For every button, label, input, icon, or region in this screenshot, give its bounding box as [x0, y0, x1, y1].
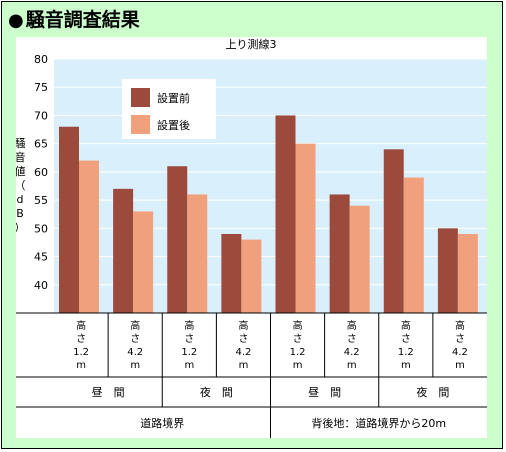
height-label: さ [184, 333, 194, 345]
height-label: m [347, 360, 357, 371]
height-label: 高 [293, 319, 303, 332]
height-label: m [76, 360, 86, 371]
bar [59, 126, 79, 313]
height-label: 高 [401, 319, 411, 332]
height-label: m [455, 360, 465, 371]
bar [437, 228, 458, 313]
chart-panel: 上り測線3 404550556065707580騒音値（dB）設置前設置後高さ1… [15, 37, 487, 438]
height-label: m [401, 360, 411, 371]
y-tick-label: 55 [34, 194, 48, 207]
bar-chart: 上り測線3 404550556065707580騒音値（dB）設置前設置後高さ1… [15, 37, 487, 438]
height-label: 4.2 [127, 347, 143, 358]
height-label: 1.2 [398, 347, 414, 358]
time-label: 昼 間 [308, 386, 341, 399]
y-tick-label: 70 [34, 109, 48, 122]
height-label: m [184, 360, 194, 371]
y-axis-label-char: 騒 [16, 137, 26, 150]
y-axis-label-char: d [17, 193, 24, 206]
bullet-icon: ● [8, 10, 24, 31]
height-label: さ [238, 333, 248, 345]
chart-title: 上り測線3 [226, 37, 277, 51]
y-tick-label: 75 [34, 81, 48, 94]
bar [329, 194, 350, 313]
legend-swatch [131, 115, 150, 134]
height-label: 4.2 [344, 347, 360, 358]
bar [383, 149, 404, 313]
height-label: 1.2 [290, 347, 306, 358]
bar [167, 166, 188, 313]
height-label: 高 [238, 319, 248, 332]
height-label: 1.2 [73, 347, 89, 358]
height-label: 高 [455, 319, 465, 332]
y-axis-label-char: 値 [16, 165, 26, 178]
height-label: さ [455, 333, 465, 345]
legend-swatch [131, 88, 150, 107]
heading-title: 騒音調査結果 [25, 9, 140, 31]
height-label: 高 [130, 319, 140, 332]
bar [295, 143, 316, 313]
bar [133, 211, 154, 313]
bar [79, 160, 99, 313]
y-tick-label: 60 [34, 166, 48, 179]
location-label: 道路境界 [140, 416, 184, 430]
height-label: 4.2 [235, 347, 251, 358]
height-label: さ [401, 333, 411, 345]
bar [403, 177, 424, 313]
height-label: さ [130, 333, 140, 345]
y-tick-label: 50 [34, 222, 48, 235]
bar [241, 239, 262, 313]
time-label: 昼 間 [92, 386, 125, 399]
height-label: m [130, 360, 140, 371]
y-axis-label-char: （ [16, 179, 26, 192]
y-axis-label-char: ） [16, 221, 26, 234]
y-tick-label: 40 [34, 279, 48, 292]
height-label: m [239, 360, 249, 371]
height-label: さ [347, 333, 357, 345]
bar [349, 205, 370, 313]
height-label: 1.2 [181, 347, 197, 358]
height-label: m [293, 360, 303, 371]
height-label: さ [76, 333, 86, 345]
y-tick-label: 45 [34, 251, 48, 264]
y-axis-label-char: B [16, 207, 24, 220]
bar [275, 115, 296, 313]
time-label: 夜 間 [416, 385, 449, 399]
bar [221, 233, 242, 313]
y-tick-label: 80 [34, 53, 48, 66]
bar [187, 194, 208, 313]
location-label: 背後地：道路境界から20m [311, 416, 446, 430]
bar [113, 188, 134, 313]
height-label: 高 [76, 319, 86, 332]
height-label: 高 [184, 319, 194, 332]
legend-label: 設置後 [157, 118, 190, 132]
height-label: さ [293, 333, 303, 345]
y-tick-label: 65 [34, 138, 48, 151]
height-label: 高 [347, 319, 357, 332]
legend-label: 設置前 [157, 91, 190, 105]
figure-heading: ● 騒音調査結果 [8, 6, 140, 34]
bar [457, 233, 478, 313]
height-label: 4.2 [452, 347, 468, 358]
time-label: 夜 間 [200, 385, 233, 399]
y-axis-label-char: 音 [16, 150, 26, 164]
